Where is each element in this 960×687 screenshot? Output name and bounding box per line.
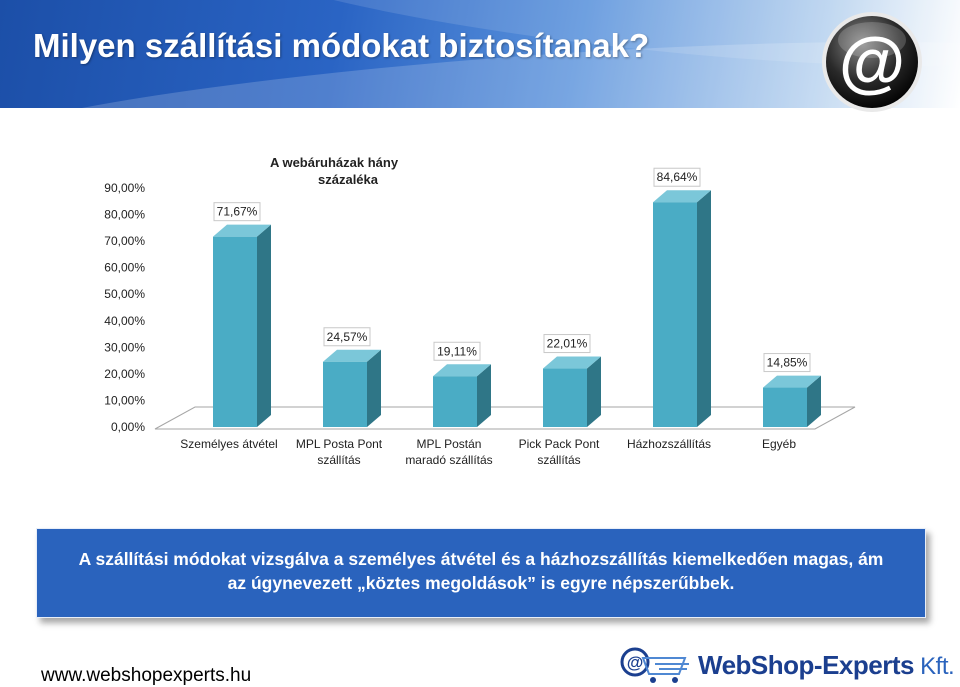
bar (213, 224, 271, 427)
y-axis: 0,00% 10,00% 20,00% 30,00% 40,00% 50,00% 60,00… (104, 181, 145, 434)
y-tick-label: 50,00% (104, 287, 145, 301)
data-label-text: 84,64% (657, 170, 698, 184)
x-tick-label: Személyes átvétel (180, 437, 277, 451)
bar-top (213, 224, 271, 237)
bar-top (433, 364, 491, 377)
bar-chart: 0,00% 10,00% 20,00% 30,00% 40,00% 50,00% 60,00… (104, 155, 856, 467)
bar-front (213, 236, 257, 427)
y-tick-label: 90,00% (104, 181, 145, 195)
data-label-text: 14,85% (767, 356, 808, 370)
bar-front (433, 376, 477, 427)
data-label-box (433, 341, 481, 361)
brand-part: - (813, 650, 823, 680)
bar-side (807, 375, 821, 427)
bar (763, 375, 821, 427)
y-tick-label: 30,00% (104, 340, 145, 354)
data-label-text: 71,67% (217, 205, 258, 219)
value-labels: 71,67% 24,57% 19,11% 22,01% 84,64% 14,85% (213, 167, 811, 373)
data-label: 19,11% (433, 341, 481, 361)
data-label-text: 22,01% (547, 337, 588, 351)
x-tick-label: MPL Posta Pont (296, 437, 383, 451)
data-label: 14,85% (763, 353, 811, 373)
data-label: 22,01% (543, 334, 591, 354)
data-label-box (323, 327, 371, 347)
at-sign-icon: @ (822, 12, 922, 112)
data-label-box (213, 202, 261, 222)
data-label-box (543, 334, 591, 354)
x-tick-label: Pick Pack Pont (519, 437, 600, 451)
bar-top (543, 356, 601, 369)
bar-front (763, 387, 807, 427)
y-tick-label: 20,00% (104, 367, 145, 381)
brand-logo: @ WebShop-Experts Kft. (615, 646, 955, 686)
data-label-text: 19,11% (437, 344, 477, 358)
data-label: 71,67% (213, 202, 261, 222)
bar-side (587, 356, 601, 427)
bar-side (257, 224, 271, 427)
brand-part: Experts (822, 650, 914, 680)
brand-part: WebShop (698, 650, 814, 680)
data-label: 84,64% (653, 167, 701, 187)
summary-line: A szállítási módokat vizsgálva a személy… (78, 549, 884, 569)
bar (323, 349, 381, 427)
bar (543, 356, 601, 427)
x-axis-labels: Személyes átvétel MPL Posta Pont szállítás… (180, 437, 796, 467)
y-tick-label: 10,00% (104, 393, 145, 407)
y-tick-label: 40,00% (104, 314, 145, 328)
x-tick-label: szállítás (317, 453, 360, 467)
bar-front (543, 368, 587, 427)
bar (433, 364, 491, 427)
brand-suffix: Kft. (913, 653, 955, 680)
bar (653, 190, 711, 427)
chart-title: százaléka (318, 172, 379, 187)
summary-box: A szállítási módokat vizsgálva a személy… (36, 528, 926, 618)
x-tick-label: szállítás (537, 453, 580, 467)
bar-front (653, 202, 697, 427)
y-tick-label: 80,00% (104, 208, 145, 222)
data-label-box (653, 167, 701, 187)
y-tick-label: 70,00% (104, 234, 145, 248)
data-label-text: 24,57% (327, 330, 368, 344)
summary-line: az úgynevezett „köztes megoldások” is eg… (227, 573, 735, 593)
website-url[interactable]: www.webshopexperts.hu (41, 665, 252, 686)
svg-text:@: @ (627, 653, 644, 672)
header-banner: Milyen szállítási módokat biztosítanak? (0, 0, 960, 108)
y-tick-label: 60,00% (104, 261, 145, 275)
page-title: Milyen szállítási módokat biztosítanak? (33, 27, 650, 64)
summary-text: A szállítási módokat vizsgálva a személy… (37, 547, 925, 595)
chart-title: A webáruházak hány (270, 155, 399, 170)
bar-side (477, 364, 491, 427)
bar-side (697, 190, 711, 427)
y-tick-label: 0,00% (111, 420, 145, 434)
bar-top (323, 349, 381, 362)
bar-front (323, 361, 367, 427)
svg-text:@: @ (839, 24, 905, 100)
bar-side (367, 349, 381, 427)
bars (213, 190, 821, 427)
x-tick-label: Egyéb (762, 437, 796, 451)
x-tick-label: Házhozszállítás (627, 437, 711, 451)
data-label: 24,57% (323, 327, 371, 347)
data-label-box (763, 353, 811, 373)
x-tick-label: MPL Postán (417, 437, 482, 451)
brand-name: WebShop-Experts Kft. (698, 650, 955, 681)
bar-top (653, 190, 711, 203)
shopping-cart-at-icon: @ (620, 647, 689, 683)
bar-top (763, 375, 821, 388)
x-tick-label: maradó szállítás (405, 453, 492, 467)
